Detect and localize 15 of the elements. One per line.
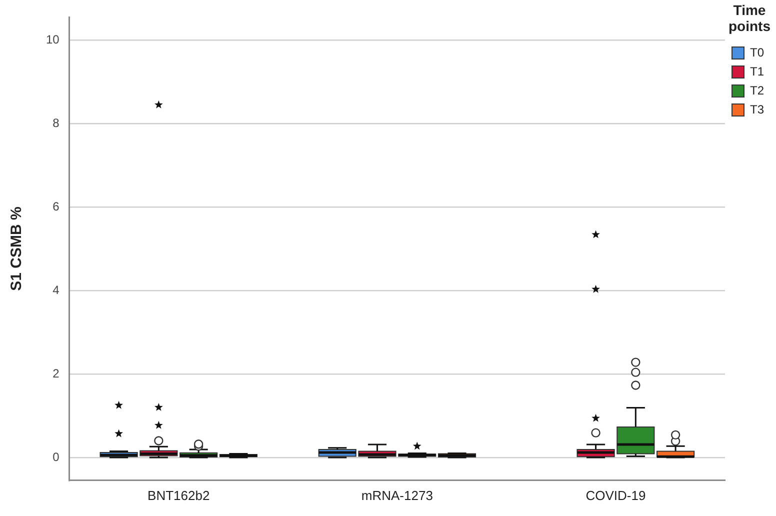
y-tick-label: 2 — [52, 366, 60, 380]
y-tick-label: 4 — [52, 282, 60, 297]
y-tick-label: 8 — [52, 116, 60, 130]
legend-label: T1 — [750, 64, 764, 78]
legend-label: T0 — [750, 45, 764, 60]
y-tick-label: 10 — [46, 32, 60, 46]
y-axis-title: S1 CSMB % — [8, 206, 26, 291]
x-tick-label: COVID-19 — [586, 488, 646, 503]
y-tick-label: 0 — [52, 450, 60, 464]
y-tick-label: 6 — [52, 199, 60, 214]
legend-label: T2 — [750, 83, 764, 98]
x-tick-label: mRNA-1273 — [361, 488, 433, 503]
legend-label: T3 — [750, 102, 764, 116]
x-tick-label: BNT162b2 — [148, 488, 210, 503]
legend-title: Time points — [728, 2, 771, 34]
